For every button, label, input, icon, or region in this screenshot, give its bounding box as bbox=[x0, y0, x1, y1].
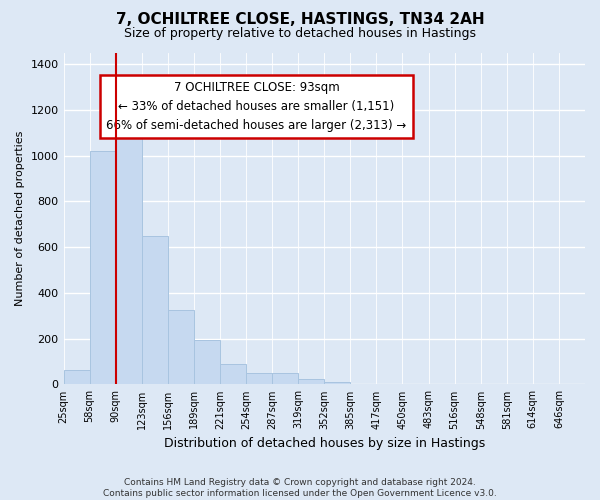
Text: Size of property relative to detached houses in Hastings: Size of property relative to detached ho… bbox=[124, 28, 476, 40]
Bar bbox=[324, 382, 350, 384]
Bar bbox=[298, 380, 324, 384]
Bar bbox=[220, 364, 246, 384]
Bar bbox=[272, 374, 298, 384]
Bar bbox=[89, 151, 116, 384]
Text: Contains HM Land Registry data © Crown copyright and database right 2024.
Contai: Contains HM Land Registry data © Crown c… bbox=[103, 478, 497, 498]
Bar bbox=[142, 236, 168, 384]
Bar bbox=[246, 374, 272, 384]
Bar bbox=[194, 340, 220, 384]
Bar bbox=[168, 310, 194, 384]
Bar bbox=[64, 370, 89, 384]
X-axis label: Distribution of detached houses by size in Hastings: Distribution of detached houses by size … bbox=[164, 437, 485, 450]
Text: 7 OCHILTREE CLOSE: 93sqm
← 33% of detached houses are smaller (1,151)
66% of sem: 7 OCHILTREE CLOSE: 93sqm ← 33% of detach… bbox=[106, 80, 407, 132]
Y-axis label: Number of detached properties: Number of detached properties bbox=[15, 131, 25, 306]
Text: 7, OCHILTREE CLOSE, HASTINGS, TN34 2AH: 7, OCHILTREE CLOSE, HASTINGS, TN34 2AH bbox=[116, 12, 484, 28]
Bar bbox=[116, 132, 142, 384]
